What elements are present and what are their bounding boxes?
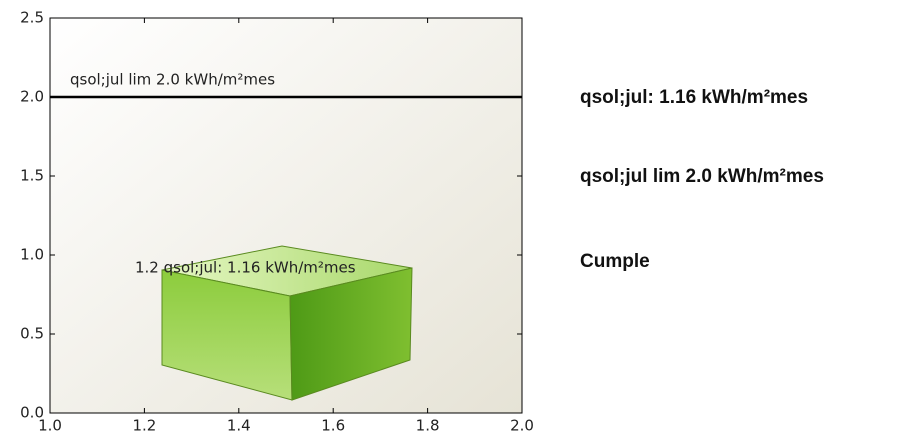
x-tick-label: 2.0 xyxy=(510,417,534,435)
y-tick-label: 1.0 xyxy=(20,246,44,264)
x-tick-label: 1.6 xyxy=(321,417,345,435)
x-tick-label: 1.0 xyxy=(38,417,62,435)
x-tick-label: 1.2 xyxy=(132,417,156,435)
y-tick-label: 1.5 xyxy=(20,167,44,185)
limit-label: qsol;jul lim 2.0 kWh/m²mes xyxy=(70,71,275,89)
cube-icon xyxy=(161,245,413,401)
x-tick-label: 1.4 xyxy=(227,417,251,435)
y-tick-label: 0.0 xyxy=(20,404,44,422)
cube-side xyxy=(289,267,413,401)
side-text: Cumple xyxy=(580,251,650,272)
side-text: qsol;jul: 1.16 kWh/m²mes xyxy=(580,87,808,108)
y-tick-label: 2.0 xyxy=(20,88,44,106)
x-tick-label: 1.8 xyxy=(416,417,440,435)
annotation: 1.2 qsol;jul: 1.16 kWh/m²mes xyxy=(135,259,356,277)
y-tick-label: 2.5 xyxy=(20,9,44,27)
side-text: qsol;jul lim 2.0 kWh/m²mes xyxy=(580,166,824,187)
y-tick-label: 0.5 xyxy=(20,325,44,343)
